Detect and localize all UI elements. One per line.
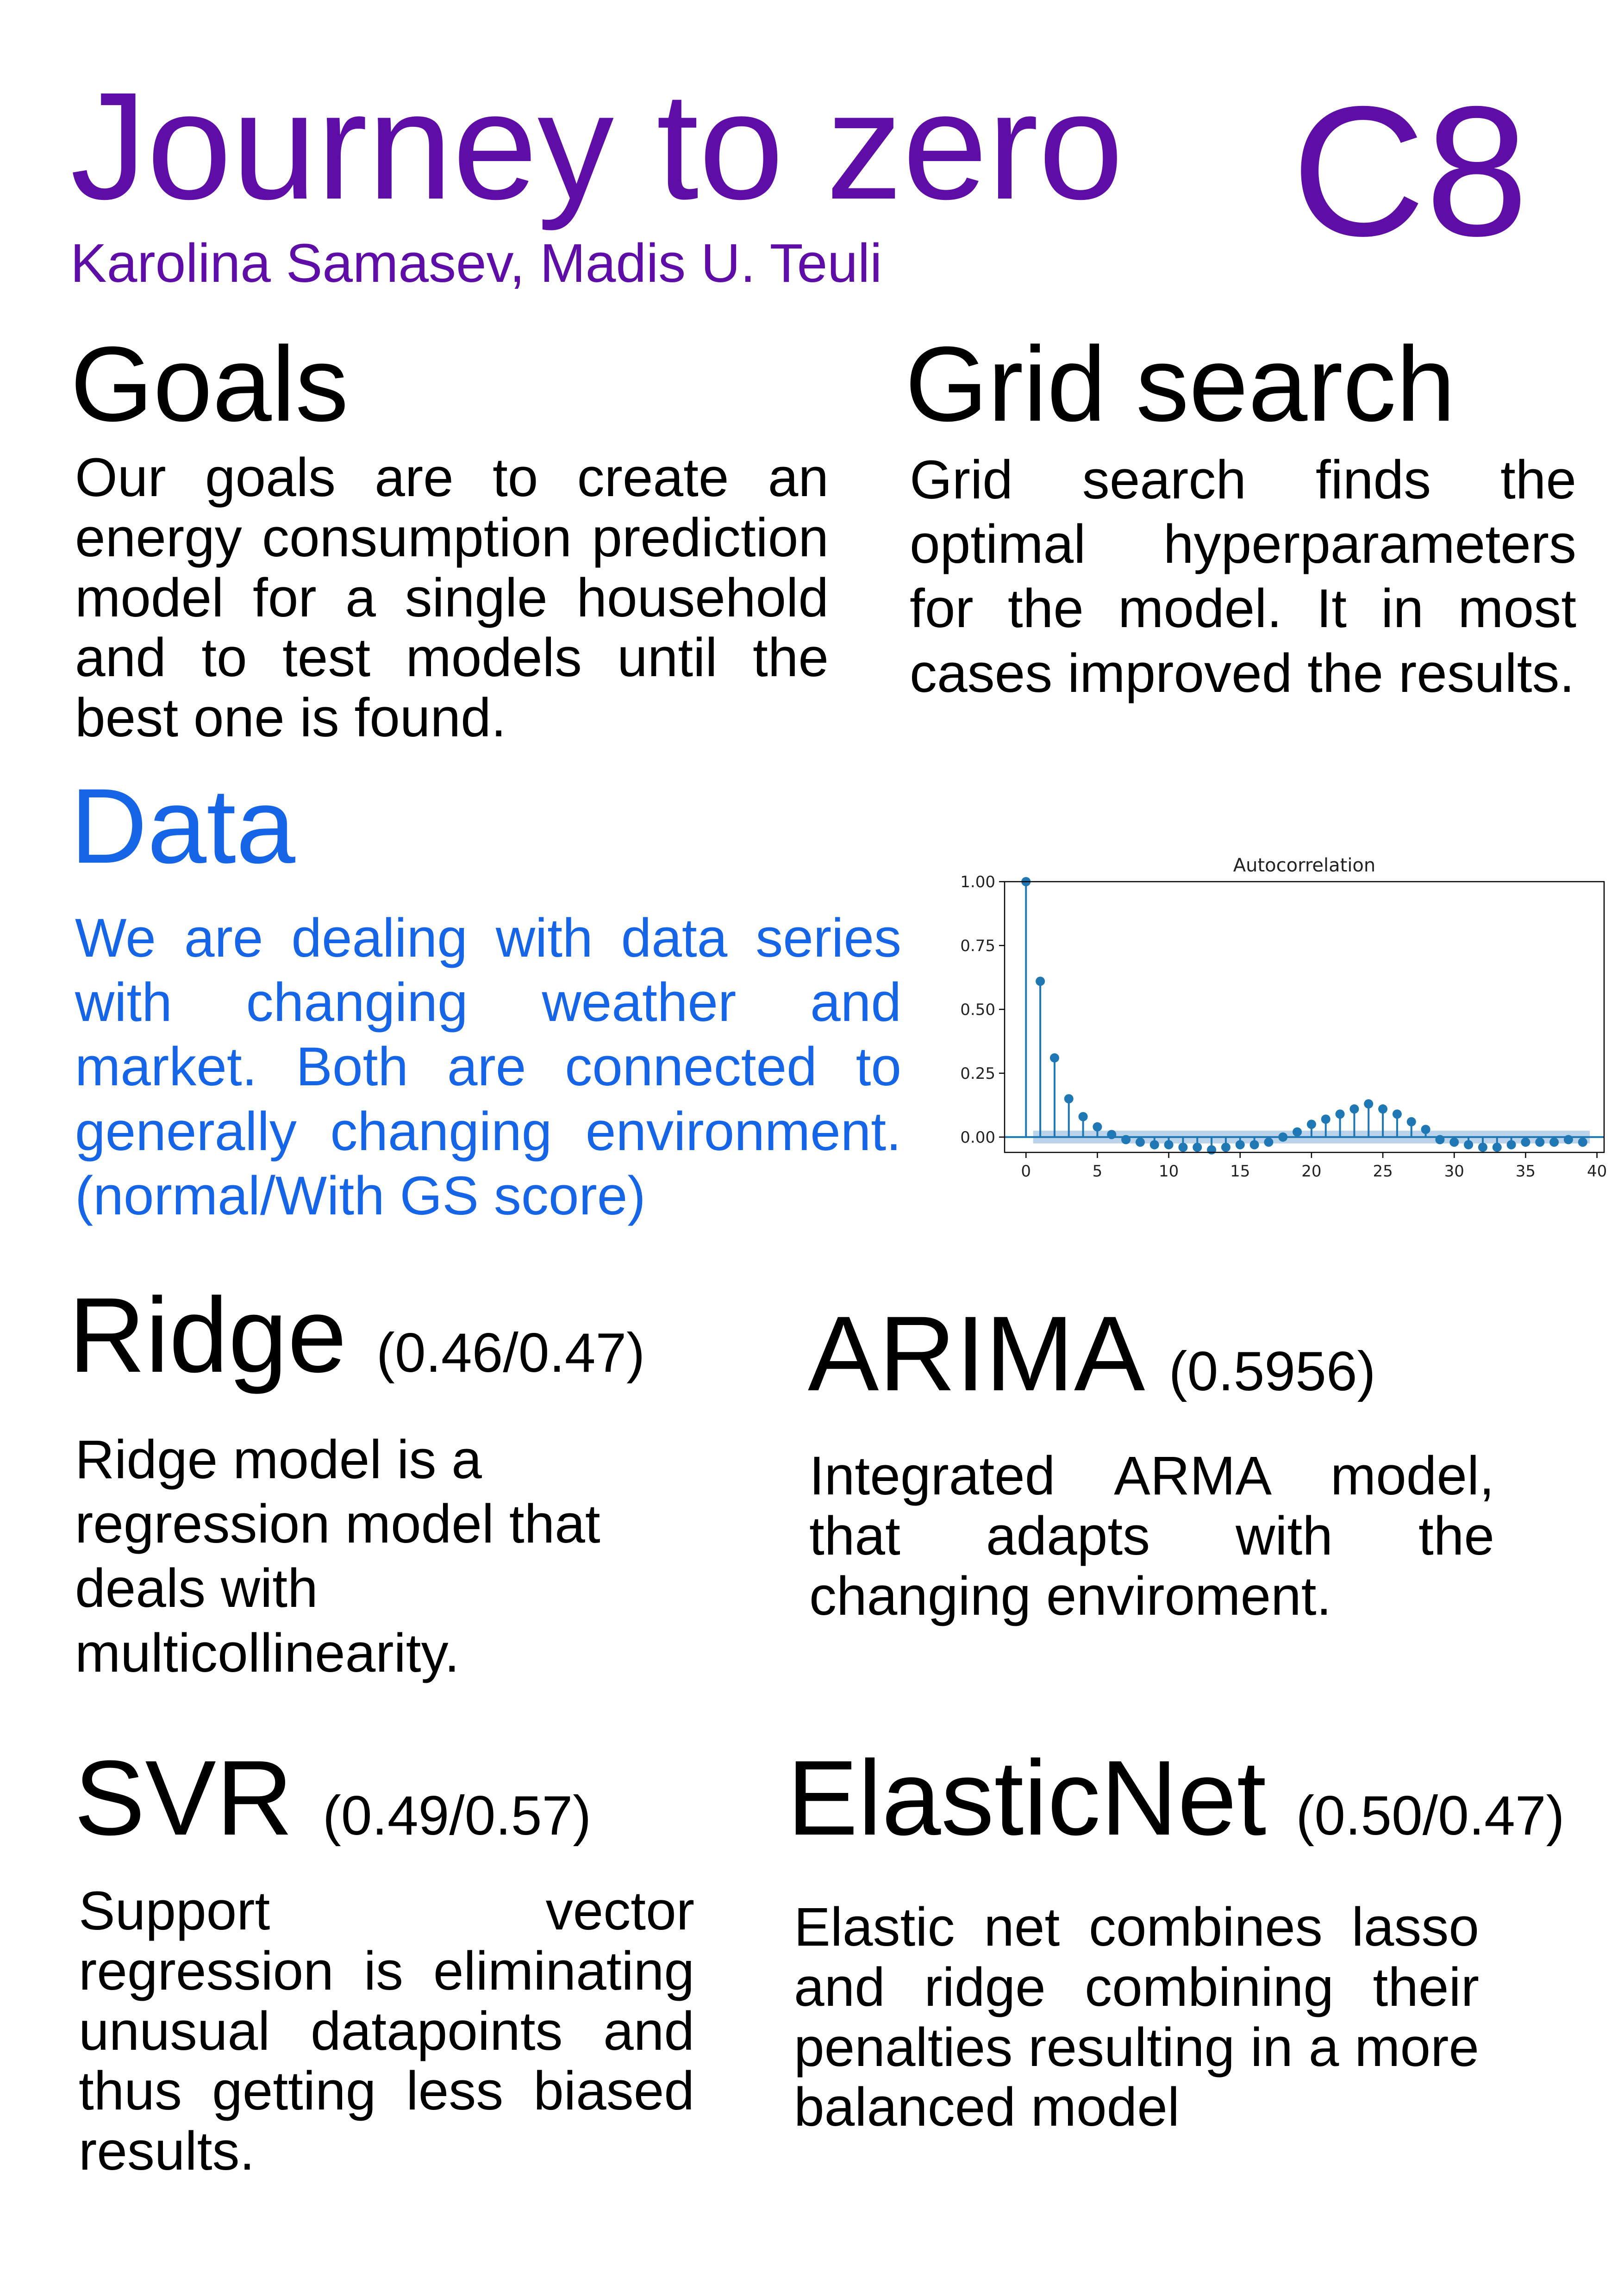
y-tick-label: 0.25 (960, 1064, 995, 1083)
acf-point (1492, 1142, 1502, 1152)
poster-code: C8 (1292, 68, 1529, 274)
poster-authors: Karolina Samasev, Madis U. Teuli (70, 233, 882, 294)
acf-point (1049, 1053, 1059, 1063)
x-tick-label: 35 (1516, 1162, 1536, 1181)
acf-point (1107, 1130, 1117, 1139)
arima-text: Integrated ARMA model, that adapts with … (809, 1445, 1494, 1627)
acf-point (1364, 1099, 1374, 1109)
acf-point (1093, 1122, 1102, 1132)
grid-search-text: Grid search finds the optimal hyperparam… (910, 449, 1576, 704)
acf-point (1563, 1135, 1573, 1145)
goals-text: Our goals are to create an energy consum… (75, 447, 829, 749)
elasticnet-score: (0.50/0.47) (1296, 1785, 1565, 1847)
acf-point (1578, 1137, 1587, 1147)
acf-point (1207, 1145, 1217, 1155)
acf-point (1535, 1137, 1545, 1147)
acf-point (1464, 1140, 1474, 1150)
acf-point (1078, 1112, 1088, 1121)
svr-score: (0.49/0.57) (322, 1785, 592, 1847)
acf-point (1135, 1137, 1145, 1147)
y-tick-label: 0.50 (960, 1001, 995, 1019)
x-tick-label: 30 (1444, 1162, 1464, 1181)
x-tick-label: 20 (1301, 1162, 1321, 1181)
acf-point (1264, 1137, 1274, 1147)
svr-heading: SVR (0.49/0.57) (74, 1745, 591, 1851)
elasticnet-heading: ElasticNet (0.50/0.47) (787, 1745, 1565, 1851)
acf-point (1036, 977, 1045, 986)
goals-heading: Goals (70, 324, 349, 443)
y-tick-label: 1.00 (960, 873, 995, 891)
acf-point (1406, 1117, 1416, 1126)
acf-point (1064, 1094, 1074, 1104)
acf-point (1392, 1109, 1402, 1119)
poster-title: Journey to zero (70, 60, 1124, 231)
acf-point (1449, 1137, 1459, 1147)
svr-title: SVR (74, 1738, 293, 1857)
ridge-text: Ridge model is a regression model that d… (75, 1429, 600, 1684)
acf-point (1149, 1140, 1159, 1150)
acf-point (1164, 1140, 1174, 1150)
acf-point (1278, 1132, 1288, 1142)
acf-point (1235, 1140, 1245, 1150)
elasticnet-text: Elastic net combines lasso and ridge com… (794, 1897, 1479, 2138)
acf-point (1178, 1142, 1188, 1152)
y-tick-label: 0.00 (960, 1128, 995, 1147)
x-tick-label: 0 (1021, 1162, 1031, 1181)
acf-point (1121, 1135, 1131, 1145)
acf-point (1478, 1142, 1487, 1152)
elasticnet-title: ElasticNet (787, 1738, 1267, 1857)
acf-point (1321, 1114, 1330, 1124)
ridge-score: (0.46/0.47) (376, 1322, 645, 1384)
acf-point (1335, 1109, 1345, 1119)
acf-point (1506, 1140, 1516, 1150)
acf-point (1378, 1104, 1388, 1114)
x-tick-label: 25 (1373, 1162, 1393, 1181)
acf-point (1435, 1135, 1445, 1145)
x-tick-label: 5 (1093, 1162, 1103, 1181)
acf-point (1421, 1125, 1430, 1134)
acf-point (1521, 1137, 1530, 1147)
x-tick-label: 10 (1159, 1162, 1179, 1181)
acf-point (1349, 1104, 1359, 1114)
plot-frame (1004, 881, 1605, 1153)
autocorrelation-chart: Autocorrelation 0 5 10 15 20 25 30 35 40 0.00 0.25 0… (960, 855, 1607, 1181)
x-tick-label: 40 (1587, 1162, 1607, 1181)
acf-point (1549, 1137, 1559, 1147)
chart-title: Autocorrelation (1233, 855, 1376, 876)
ridge-heading: Ridge (0.46/0.47) (69, 1282, 645, 1388)
data-text: We are dealing with data series with cha… (75, 908, 901, 1226)
acf-point (1306, 1120, 1316, 1129)
x-tick-label: 15 (1230, 1162, 1250, 1181)
data-heading: Data (70, 766, 295, 885)
acf-point (1293, 1127, 1302, 1137)
grid-search-heading: Grid search (905, 324, 1455, 443)
arima-title: ARIMA (808, 1294, 1139, 1413)
arima-score: (0.5956) (1168, 1340, 1376, 1402)
arima-heading: ARIMA (0.5956) (808, 1300, 1376, 1407)
y-tick-label: 0.75 (960, 937, 995, 955)
ridge-title: Ridge (69, 1276, 347, 1394)
acf-point (1193, 1142, 1202, 1152)
svr-text: Support vector regression is eliminating… (79, 1880, 694, 2182)
acf-point (1221, 1142, 1230, 1152)
acf-point (1249, 1140, 1259, 1150)
